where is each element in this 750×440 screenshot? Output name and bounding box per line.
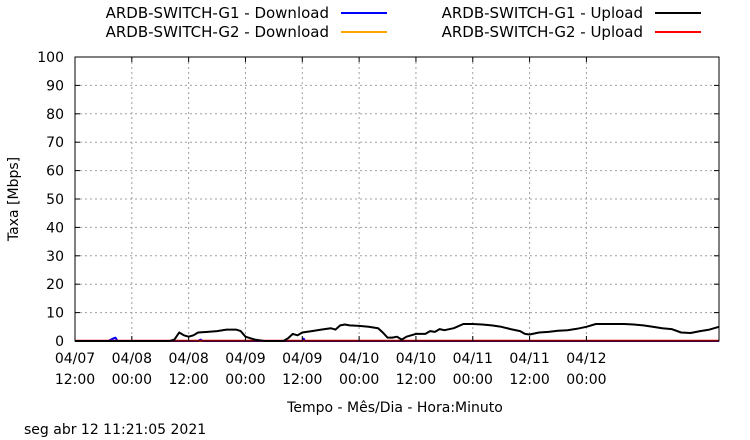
- x-tick-label-date: 04/11: [453, 351, 493, 367]
- y-axis-ticks: 0 10 20 30 40 50 60 70 80 90 100: [37, 50, 719, 350]
- x-tick-label-time: 00:00: [566, 372, 606, 388]
- x-tick-label-date: 04/10: [339, 351, 379, 367]
- legend-label: ARDB-SWITCH-G1 - Download: [106, 4, 329, 22]
- series-line-2: [75, 323, 720, 342]
- y-tick-label: 70: [46, 135, 64, 151]
- y-axis-title: Taxa [Mbps]: [6, 157, 22, 242]
- legend-label: ARDB-SWITCH-G1 - Upload: [442, 4, 643, 22]
- y-tick-label: 80: [46, 107, 64, 123]
- x-tick-label-date: 04/09: [282, 351, 322, 367]
- y-tick-label: 10: [46, 306, 64, 322]
- x-tick-label-date: 04/07: [55, 351, 95, 367]
- x-tick-label-time: 00:00: [339, 372, 379, 388]
- x-tick-label-time: 00:00: [225, 372, 265, 388]
- legend-label: ARDB-SWITCH-G2 - Upload: [442, 23, 643, 41]
- x-tick-label-date: 04/09: [225, 351, 265, 367]
- footer-timestamp: seg abr 12 11:21:05 2021: [24, 422, 206, 438]
- y-tick-label: 20: [46, 277, 64, 293]
- x-axis-ticks: 04/07 12:00 04/08 00:00 04/08 12:00 04/09 00:00…: [55, 57, 607, 388]
- series-lines: [75, 323, 720, 342]
- y-tick-label: 60: [46, 164, 64, 180]
- y-tick-label: 100: [37, 50, 64, 66]
- x-tick-label-time: 00:00: [453, 372, 493, 388]
- x-tick-label-date: 04/08: [112, 351, 152, 367]
- legend-label: ARDB-SWITCH-G2 - Download: [106, 23, 329, 41]
- x-tick-label-date: 04/12: [566, 351, 606, 367]
- x-axis-title: Tempo - Mês/Dia - Hora:Minuto: [286, 400, 503, 416]
- x-tick-label-time: 12:00: [168, 372, 208, 388]
- x-tick-label-time: 12:00: [509, 372, 549, 388]
- y-tick-label: 30: [46, 249, 64, 265]
- grid-lines: [75, 57, 719, 341]
- y-tick-label: 90: [46, 78, 64, 94]
- x-tick-label-time: 12:00: [396, 372, 436, 388]
- x-tick-label-time: 12:00: [55, 372, 95, 388]
- x-tick-label-date: 04/11: [509, 351, 549, 367]
- y-tick-label: 50: [46, 192, 64, 208]
- legend: ARDB-SWITCH-G1 - DownloadARDB-SWITCH-G2 …: [106, 4, 701, 41]
- x-tick-label-time: 00:00: [112, 372, 152, 388]
- x-tick-label-time: 12:00: [282, 372, 322, 388]
- y-tick-label: 0: [55, 334, 64, 350]
- y-tick-label: 40: [46, 220, 64, 236]
- x-tick-label-date: 04/10: [396, 351, 436, 367]
- x-tick-label-date: 04/08: [168, 351, 208, 367]
